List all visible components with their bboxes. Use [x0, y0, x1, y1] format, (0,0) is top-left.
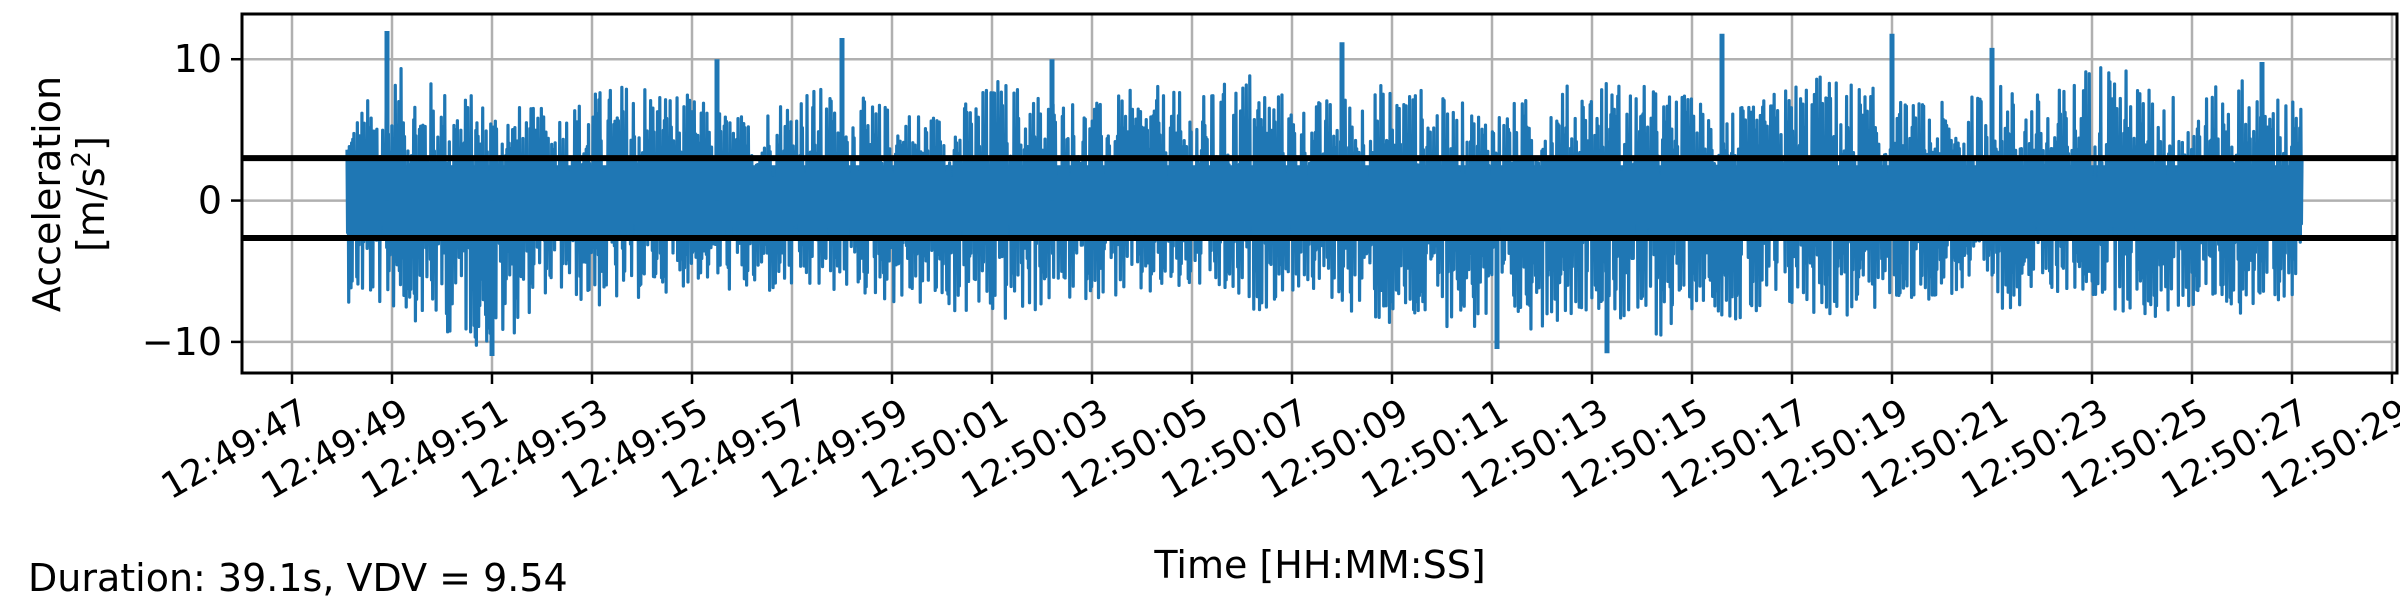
signal-line — [345, 66, 2304, 347]
y-axis-label-suffix: ] — [69, 136, 113, 151]
plot-frame — [240, 12, 2399, 375]
y-axis-label-sup: 2 — [67, 151, 97, 168]
x-ticks: 12:49:4712:49:4912:49:5112:49:5312:49:55… — [155, 373, 2400, 508]
y-axis-label-line1: Acceleration — [25, 76, 69, 312]
threshold-lines — [242, 155, 2397, 242]
y-axis-label-prefix: [m/s — [69, 167, 113, 251]
y-axis-label-line2: [m/s2] — [67, 136, 113, 252]
y-tick-label: −10 — [142, 320, 222, 364]
y-tick-label: 10 — [174, 37, 222, 81]
x-axis-label: Time [HH:MM:SS] — [1153, 543, 1485, 587]
summary-text: Duration: 39.1s, VDV = 9.54 — [28, 556, 568, 600]
signal-series — [345, 30, 2304, 357]
y-tick-label: 0 — [198, 179, 222, 223]
y-ticks: 10 0 −10 — [142, 37, 242, 364]
